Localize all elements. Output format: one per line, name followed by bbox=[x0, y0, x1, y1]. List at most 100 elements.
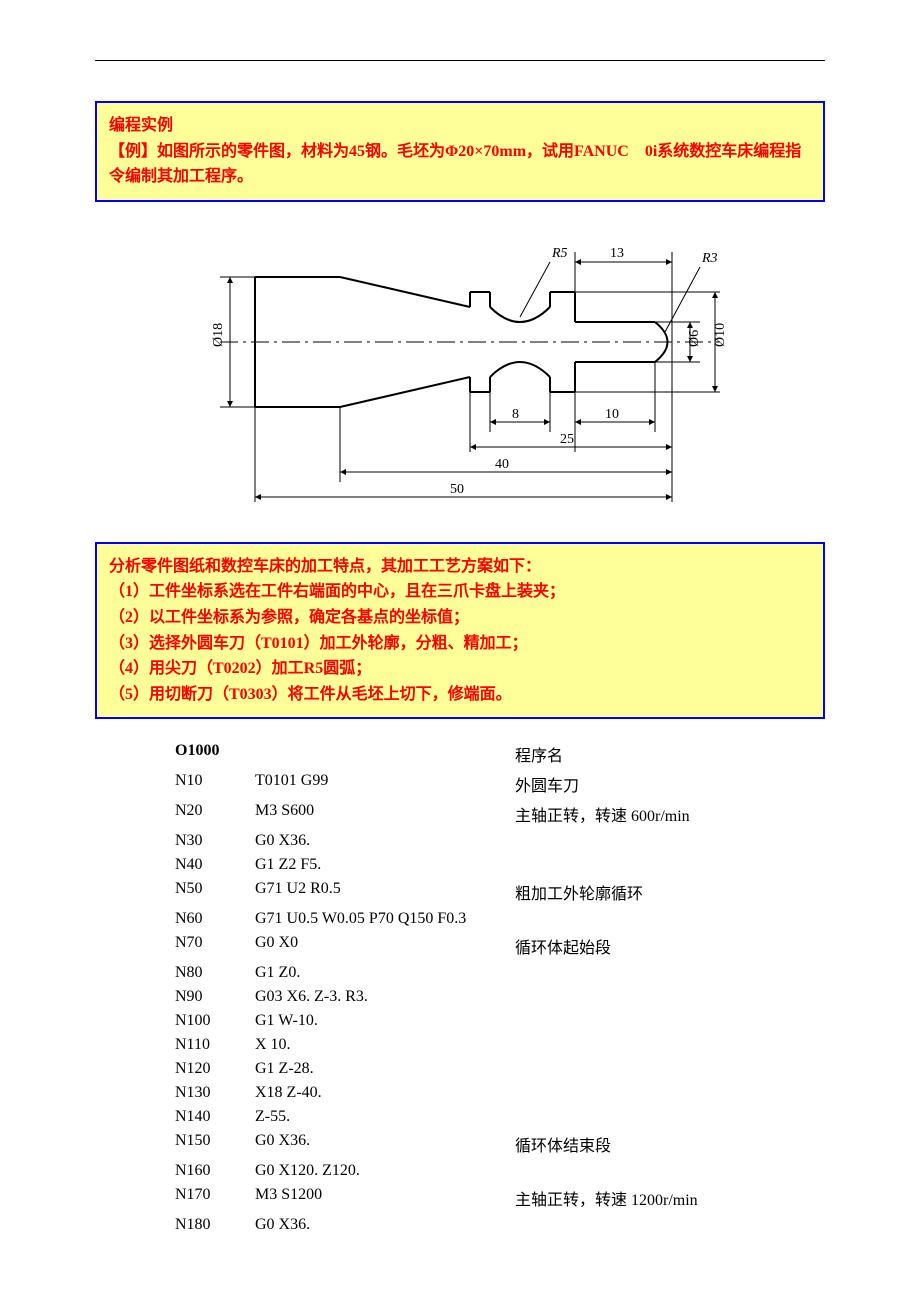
code-instruction: G0 X36. bbox=[255, 1213, 515, 1237]
table-row: N80G1 Z0. bbox=[175, 961, 698, 985]
table-row: N40G1 Z2 F5. bbox=[175, 853, 698, 877]
code-instruction: G71 U2 R0.5 bbox=[255, 877, 515, 907]
code-line-number: N40 bbox=[175, 853, 255, 877]
part-diagram: Ø18 Ø10 Ø6 R5 R3 13 bbox=[95, 222, 825, 522]
code-comment bbox=[515, 1213, 698, 1237]
analysis-line1: （1）工件坐标系选在工件右端面的中心，且在三爪卡盘上装夹； bbox=[109, 579, 811, 605]
dim-10: 10 bbox=[605, 407, 619, 422]
code-instruction: G1 Z2 F5. bbox=[255, 853, 515, 877]
analysis-line2: （2）以工件坐标系为参照，确定各基点的坐标值； bbox=[109, 605, 811, 631]
code-comment: 主轴正转，转速 1200r/min bbox=[515, 1183, 698, 1213]
analysis-line3: （3）选择外圆车刀（T0101）加工外轮廓，分粗、精加工； bbox=[109, 631, 811, 657]
table-row: N180G0 X36. bbox=[175, 1213, 698, 1237]
dim-25: 25 bbox=[560, 432, 574, 447]
code-line-number: N20 bbox=[175, 799, 255, 829]
code-instruction bbox=[255, 739, 515, 769]
part-svg: Ø18 Ø10 Ø6 R5 R3 13 bbox=[160, 222, 760, 522]
table-row: N10T0101 G99外圆车刀 bbox=[175, 769, 698, 799]
table-row: N160G0 X120. Z120. bbox=[175, 1159, 698, 1183]
nc-program-table: O1000程序名N10T0101 G99外圆车刀N20M3 S600主轴正转，转… bbox=[175, 739, 698, 1237]
dim-40: 40 bbox=[495, 457, 509, 472]
code-line-number: N70 bbox=[175, 931, 255, 961]
code-line-number: N120 bbox=[175, 1057, 255, 1081]
code-comment bbox=[515, 1159, 698, 1183]
code-line-number: N90 bbox=[175, 985, 255, 1009]
code-comment bbox=[515, 1009, 698, 1033]
code-line-number: N110 bbox=[175, 1033, 255, 1057]
example-box: 编程实例 【例】如图所示的零件图，材料为45钢。毛坯为Φ20×70mm，试用FA… bbox=[95, 101, 825, 202]
dim-8: 8 bbox=[512, 407, 519, 422]
code-line-number: N100 bbox=[175, 1009, 255, 1033]
code-line-number: N10 bbox=[175, 769, 255, 799]
code-instruction: G0 X120. Z120. bbox=[255, 1159, 515, 1183]
code-comment bbox=[515, 961, 698, 985]
table-row: O1000 程序名 bbox=[175, 739, 698, 769]
analysis-box: 分析零件图纸和数控车床的加工特点，其加工工艺方案如下： （1）工件坐标系选在工件… bbox=[95, 542, 825, 720]
dim-r5: R5 bbox=[551, 246, 568, 261]
code-line-number: N130 bbox=[175, 1081, 255, 1105]
analysis-line4: （4）用尖刀（T0202）加工R5圆弧； bbox=[109, 656, 811, 682]
analysis-line0: 分析零件图纸和数控车床的加工特点，其加工工艺方案如下： bbox=[109, 554, 811, 580]
code-instruction: G1 W-10. bbox=[255, 1009, 515, 1033]
code-comment: 循环体起始段 bbox=[515, 931, 698, 961]
table-row: N30G0 X36. bbox=[175, 829, 698, 853]
table-row: N130X18 Z-40. bbox=[175, 1081, 698, 1105]
analysis-line5: （5）用切断刀（T0303）将工件从毛坯上切下，修端面。 bbox=[109, 682, 811, 708]
code-line-number: N50 bbox=[175, 877, 255, 907]
table-row: N90G03 X6. Z-3. R3. bbox=[175, 985, 698, 1009]
code-instruction: G0 X36. bbox=[255, 829, 515, 853]
table-row: N60G71 U0.5 W0.05 P70 Q150 F0.3 bbox=[175, 907, 698, 931]
table-row: N140Z-55. bbox=[175, 1105, 698, 1129]
code-comment: 主轴正转，转速 600r/min bbox=[515, 799, 698, 829]
code-instruction: T0101 G99 bbox=[255, 769, 515, 799]
header-rule bbox=[95, 60, 825, 61]
code-comment: 循环体结束段 bbox=[515, 1129, 698, 1159]
code-instruction: M3 S600 bbox=[255, 799, 515, 829]
code-instruction: G03 X6. Z-3. R3. bbox=[255, 985, 515, 1009]
code-line-number: N160 bbox=[175, 1159, 255, 1183]
code-instruction: X18 Z-40. bbox=[255, 1081, 515, 1105]
dim-50: 50 bbox=[450, 482, 464, 497]
code-instruction: G1 Z0. bbox=[255, 961, 515, 985]
table-row: N120G1 Z-28. bbox=[175, 1057, 698, 1081]
table-row: N170M3 S1200主轴正转，转速 1200r/min bbox=[175, 1183, 698, 1213]
code-line-number: N180 bbox=[175, 1213, 255, 1237]
code-comment bbox=[515, 829, 698, 853]
table-row: N50G71 U2 R0.5粗加工外轮廓循环 bbox=[175, 877, 698, 907]
code-comment: 外圆车刀 bbox=[515, 769, 698, 799]
code-instruction: Z-55. bbox=[255, 1105, 515, 1129]
code-instruction: G1 Z-28. bbox=[255, 1057, 515, 1081]
code-line-number: N80 bbox=[175, 961, 255, 985]
table-row: N110X 10. bbox=[175, 1033, 698, 1057]
code-comment: 粗加工外轮廓循环 bbox=[515, 877, 698, 907]
dim-d6: Ø6 bbox=[687, 330, 702, 347]
code-comment bbox=[515, 1033, 698, 1057]
code-comment bbox=[515, 907, 698, 931]
table-row: N20M3 S600主轴正转，转速 600r/min bbox=[175, 799, 698, 829]
code-instruction: G0 X36. bbox=[255, 1129, 515, 1159]
code-line-number: N60 bbox=[175, 907, 255, 931]
code-comment bbox=[515, 1081, 698, 1105]
code-instruction: G71 U0.5 W0.05 P70 Q150 F0.3 bbox=[255, 907, 515, 931]
example-title: 编程实例 bbox=[109, 113, 811, 139]
code-line-number: N150 bbox=[175, 1129, 255, 1159]
code-line-number: N30 bbox=[175, 829, 255, 853]
dim-d18: Ø18 bbox=[211, 323, 226, 347]
code-comment bbox=[515, 985, 698, 1009]
table-row: N100G1 W-10. bbox=[175, 1009, 698, 1033]
code-instruction: G0 X0 bbox=[255, 931, 515, 961]
code-comment bbox=[515, 1105, 698, 1129]
dim-13: 13 bbox=[610, 246, 624, 261]
dim-d10: Ø10 bbox=[713, 323, 728, 347]
code-instruction: X 10. bbox=[255, 1033, 515, 1057]
example-text: 【例】如图所示的零件图，材料为45钢。毛坯为Φ20×70mm，试用FANUC 0… bbox=[109, 139, 811, 190]
table-row: N70G0 X0循环体起始段 bbox=[175, 931, 698, 961]
code-comment bbox=[515, 853, 698, 877]
dim-r3: R3 bbox=[701, 251, 718, 266]
code-line-number: O1000 bbox=[175, 739, 255, 769]
code-instruction: M3 S1200 bbox=[255, 1183, 515, 1213]
code-line-number: N140 bbox=[175, 1105, 255, 1129]
code-comment: 程序名 bbox=[515, 739, 698, 769]
code-line-number: N170 bbox=[175, 1183, 255, 1213]
table-row: N150G0 X36.循环体结束段 bbox=[175, 1129, 698, 1159]
